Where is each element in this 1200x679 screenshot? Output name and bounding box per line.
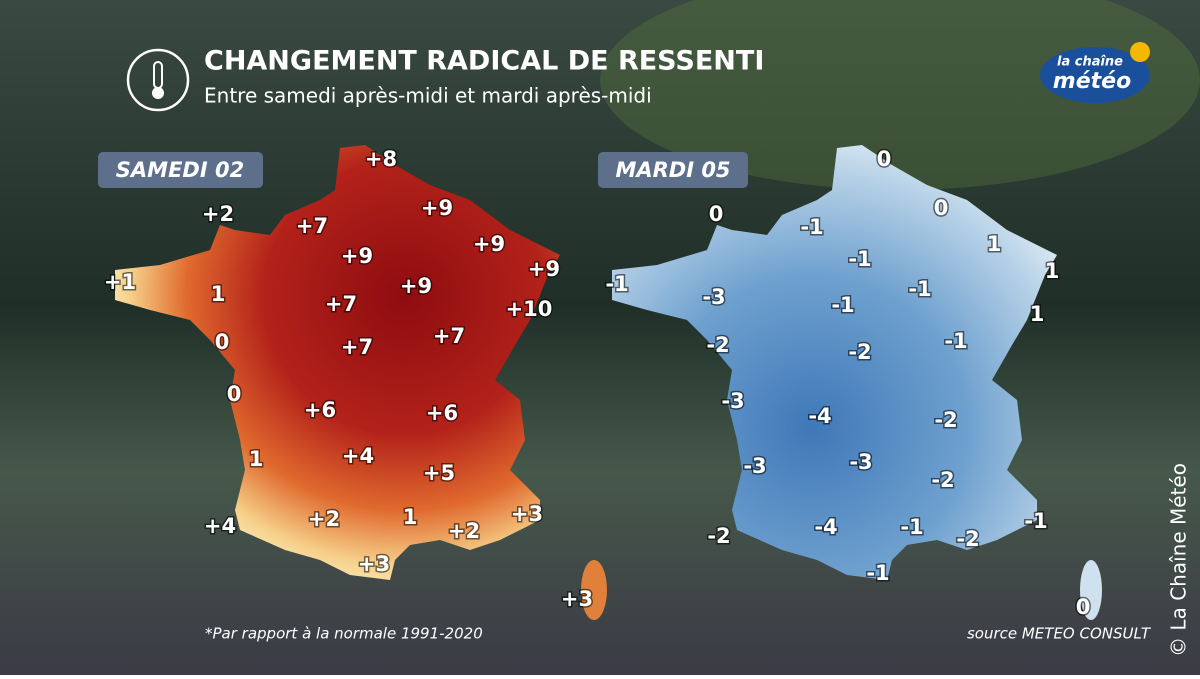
map-value: -3 — [849, 450, 872, 474]
logo-text: météo — [1053, 69, 1131, 94]
map-value: 1 — [1045, 259, 1060, 283]
date-label: SAMEDI 02 — [116, 158, 244, 182]
map-value: -4 — [808, 404, 831, 428]
map-value: +9 — [528, 257, 560, 281]
map-value: 0 — [934, 196, 949, 220]
map-value: +2 — [202, 202, 234, 226]
map-value: 1 — [249, 447, 264, 471]
map-value: +4 — [204, 514, 236, 538]
date-label: MARDI 05 — [615, 158, 730, 182]
map-value: +7 — [296, 214, 328, 238]
map-value: -2 — [848, 340, 871, 364]
map-value: +9 — [400, 274, 432, 298]
logo: la chaîne météo — [1040, 42, 1150, 103]
map-value: +7 — [325, 292, 357, 316]
map-value: 1 — [211, 282, 226, 306]
map-value: +5 — [423, 461, 455, 485]
subtitle: Entre samedi après-midi et mardi après-m… — [204, 84, 652, 108]
map-value: -2 — [934, 408, 957, 432]
map-value: 1 — [987, 232, 1002, 256]
map-value: -1 — [800, 215, 823, 239]
map-value: -2 — [956, 527, 979, 551]
map-value: 0 — [877, 147, 892, 171]
map-value: -2 — [706, 333, 729, 357]
map-value: +3 — [511, 502, 543, 526]
map-value: -1 — [944, 329, 967, 353]
map-value: +6 — [304, 398, 336, 422]
map-value: +6 — [426, 401, 458, 425]
map-value: +3 — [358, 552, 390, 576]
map-value: -3 — [702, 285, 725, 309]
map-value: -1 — [900, 515, 923, 539]
map-value: +7 — [433, 324, 465, 348]
map-value: -2 — [707, 524, 730, 548]
map-value: +1 — [104, 270, 136, 294]
map-france — [115, 145, 607, 620]
map-value: 0 — [227, 382, 242, 406]
map-value: -3 — [743, 454, 766, 478]
map-value: 0 — [1076, 595, 1091, 619]
foliage — [600, 0, 1200, 190]
map-value: +8 — [365, 147, 397, 171]
date-badge — [598, 152, 748, 188]
map-value: +4 — [342, 444, 374, 468]
source: source METEO CONSULT — [967, 625, 1152, 643]
map-value: -2 — [931, 468, 954, 492]
map-value: -3 — [721, 389, 744, 413]
map-value: +2 — [448, 519, 480, 543]
map-value: 0 — [709, 202, 724, 226]
map-value: -1 — [605, 272, 628, 296]
map-value: -1 — [866, 561, 889, 585]
title: CHANGEMENT RADICAL DE RESSENTI — [204, 46, 764, 77]
map-value: 0 — [215, 330, 230, 354]
map-value: +2 — [308, 507, 340, 531]
copyright: © La Chaîne Météo — [1167, 463, 1191, 657]
map-value: 1 — [1030, 302, 1045, 326]
footnote: *Par rapport à la normale 1991-2020 — [205, 625, 483, 643]
map-value: +9 — [341, 244, 373, 268]
map-value: +9 — [421, 196, 453, 220]
map-value: -1 — [908, 277, 931, 301]
map-value: +3 — [561, 587, 593, 611]
map-value: +10 — [506, 297, 553, 321]
map-labels: +8 +2 +7 +9 +9 +9 +9 +1 1 +9 +7 +10 0 +7 +7 0 +6 +6 1 +4 +5 +… — [102, 146, 1091, 621]
map-value: -1 — [848, 247, 871, 271]
title-icon — [126, 48, 190, 112]
map-value: -4 — [814, 515, 837, 539]
map-value: -1 — [1024, 509, 1047, 533]
date-badge — [98, 152, 263, 188]
map-value: +9 — [473, 232, 505, 256]
map-value: 1 — [403, 505, 418, 529]
logo-text: la chaîne — [1057, 55, 1123, 70]
map-france — [612, 145, 1102, 620]
map-value: +7 — [341, 335, 373, 359]
map-value: -1 — [831, 293, 854, 317]
